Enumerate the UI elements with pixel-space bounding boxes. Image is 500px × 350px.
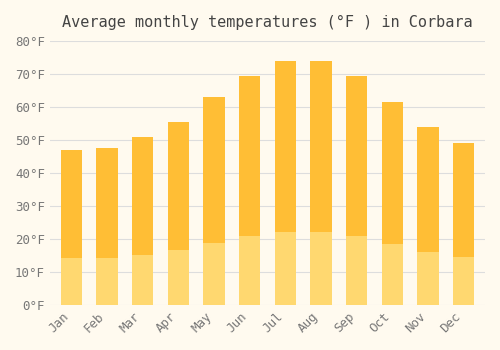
Bar: [274, 232, 296, 305]
Bar: [382, 102, 403, 305]
Bar: [453, 143, 474, 305]
Bar: [310, 232, 332, 305]
Bar: [239, 76, 260, 305]
Bar: [274, 61, 296, 305]
Bar: [417, 127, 438, 305]
Bar: [417, 252, 438, 305]
Bar: [168, 122, 189, 305]
Bar: [60, 150, 82, 305]
Bar: [346, 76, 368, 305]
Bar: [132, 136, 154, 305]
Bar: [453, 143, 474, 305]
Bar: [453, 257, 474, 305]
Bar: [132, 136, 154, 305]
Bar: [382, 102, 403, 305]
Bar: [168, 250, 189, 305]
Bar: [346, 76, 368, 305]
Bar: [417, 127, 438, 305]
Bar: [310, 61, 332, 305]
Bar: [96, 258, 118, 305]
Bar: [132, 254, 154, 305]
Bar: [346, 236, 368, 305]
Bar: [96, 148, 118, 305]
Bar: [203, 97, 224, 305]
Bar: [310, 61, 332, 305]
Bar: [96, 148, 118, 305]
Bar: [274, 61, 296, 305]
Bar: [60, 259, 82, 305]
Bar: [168, 122, 189, 305]
Bar: [239, 236, 260, 305]
Bar: [203, 97, 224, 305]
Bar: [203, 243, 224, 305]
Bar: [60, 150, 82, 305]
Bar: [239, 76, 260, 305]
Title: Average monthly temperatures (°F ) in Corbara: Average monthly temperatures (°F ) in Co…: [62, 15, 472, 30]
Bar: [382, 244, 403, 305]
